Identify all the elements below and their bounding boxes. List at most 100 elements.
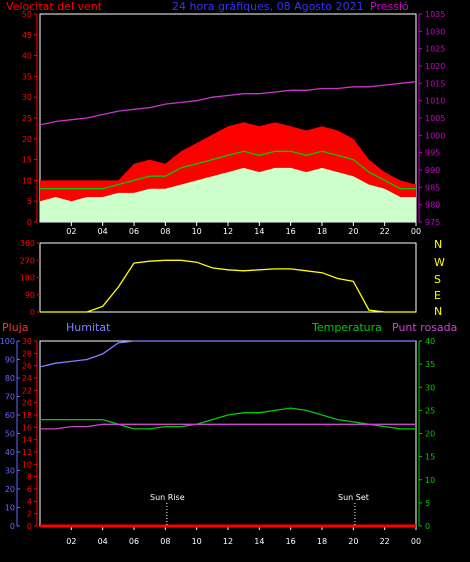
wind-avg-series [40, 150, 416, 190]
wind-direction-series [40, 259, 416, 313]
wind-speed-series [40, 167, 416, 222]
graph-title: 24 hora gràfiques, 08 Agosto 2021 [172, 0, 364, 13]
wind-y-tick-label: 15 [22, 156, 32, 165]
wind-x-tick-label: 14 [254, 227, 264, 236]
wind-x-tick-label: 22 [380, 227, 390, 236]
humidity-y-tick-label: 70 [5, 393, 15, 402]
temp-x-tick-label: 20 [348, 537, 358, 546]
rain-y-tick-label: 16 [22, 423, 32, 432]
humidity-y-tick-label: 40 [5, 448, 15, 457]
temp-y-tick-label: 25 [425, 406, 435, 415]
dewpoint-series [40, 423, 416, 430]
humidity-y-tick-label: 10 [5, 504, 15, 513]
rain-y-tick-label: 2 [27, 510, 32, 519]
compass-e: E [434, 289, 441, 302]
compass-w: W [434, 256, 445, 269]
humidity-y-tick-label: 80 [5, 374, 15, 383]
rain-y-tick-label: 6 [27, 485, 32, 494]
wind-y-tick-label: 20 [22, 135, 32, 144]
rain-y-tick-label: 18 [22, 411, 32, 420]
wind-y-tick-label: 5 [27, 197, 32, 206]
pressure-y-tick-label: 1030 [425, 27, 445, 36]
temperature-title: Temperatura [311, 321, 382, 334]
sunset-label: Sun Set [338, 493, 369, 502]
pressure-y-tick-label: 975 [425, 218, 440, 227]
rain-y-tick-label: 0 [27, 522, 32, 531]
pressure-y-tick-label: 995 [425, 149, 440, 158]
wind-speed-title: Velocitat del vent [6, 0, 103, 13]
temp-x-tick-label: 14 [254, 537, 264, 546]
humidity-y-tick-label: 90 [5, 356, 15, 365]
direction-panel-frame [39, 242, 417, 313]
rain-y-tick-label: 20 [22, 399, 32, 408]
pressure-title: Pressió [370, 0, 409, 13]
wind-x-tick-label: 20 [348, 227, 358, 236]
rain-y-tick-label: 22 [22, 386, 32, 395]
rain-y-tick-label: 24 [22, 374, 32, 383]
temp-x-tick-label: 02 [66, 537, 76, 546]
wind-x-tick-label: 04 [98, 227, 108, 236]
rain-y-tick-label: 10 [22, 460, 32, 469]
temperature-series [40, 407, 416, 430]
temp-x-tick-label: 10 [192, 537, 202, 546]
temp-y-tick-label: 40 [425, 337, 435, 346]
wind-y-tick-label: 0 [27, 218, 32, 227]
wind-y-tick-label: 10 [22, 176, 32, 185]
wind-x-tick-label: 12 [223, 227, 233, 236]
humidity-y-tick-label: 60 [5, 411, 15, 420]
rain-y-tick-label: 14 [22, 436, 32, 445]
temp-x-tick-label: 00 [411, 537, 421, 546]
humidity-y-tick-label: 100 [0, 337, 15, 346]
temp-x-tick-label: 16 [286, 537, 296, 546]
wind-y-tick-label: 35 [22, 72, 32, 81]
wind-x-tick-label: 18 [317, 227, 327, 236]
pressure-y-tick-label: 1020 [425, 62, 445, 71]
wind-x-tick-label: 06 [129, 227, 139, 236]
rain-y-tick-label: 28 [22, 349, 32, 358]
temp-y-tick-label: 10 [425, 476, 435, 485]
rain-title: Pluja [2, 321, 28, 334]
pressure-y-tick-label: 990 [425, 166, 440, 175]
wind-y-tick-label: 40 [22, 52, 32, 61]
direction-y-tick-label: 0 [30, 308, 35, 317]
wind-y-tick-label: 50 [22, 10, 32, 19]
wind-x-tick-label: 00 [411, 227, 421, 236]
pressure-y-tick-label: 1000 [425, 131, 445, 140]
compass-n-top: N [434, 238, 442, 251]
compass-s: S [434, 273, 441, 286]
rain-y-tick-label: 26 [22, 362, 32, 371]
wind-x-tick-label: 10 [192, 227, 202, 236]
temp-y-tick-label: 35 [425, 360, 435, 369]
direction-y-tick-label: 180 [20, 274, 35, 283]
humidity-series [39, 340, 416, 368]
pressure-y-tick-label: 1015 [425, 79, 445, 88]
temp-x-tick-label: 22 [380, 537, 390, 546]
direction-y-tick-label: 90 [25, 291, 35, 300]
rain-y-tick-label: 8 [27, 473, 32, 482]
temp-x-tick-label: 06 [129, 537, 139, 546]
humidity-y-tick-label: 50 [5, 430, 15, 439]
wind-x-tick-label: 16 [286, 227, 296, 236]
direction-y-tick-label: 360 [20, 239, 35, 248]
temp-x-tick-label: 04 [98, 537, 108, 546]
pressure-y-tick-label: 1005 [425, 114, 445, 123]
temp-y-tick-label: 15 [425, 453, 435, 462]
rain-y-tick-label: 30 [22, 337, 32, 346]
pressure-y-tick-label: 1025 [425, 45, 445, 54]
temp-panel-frame [39, 340, 417, 527]
wind-x-tick-label: 08 [160, 227, 170, 236]
rain-y-tick-label: 12 [22, 448, 32, 457]
pressure-y-tick-label: 980 [425, 201, 440, 210]
pressure-series [39, 80, 417, 126]
temp-y-tick-label: 5 [425, 499, 430, 508]
humidity-y-tick-label: 0 [10, 522, 15, 531]
temp-y-tick-label: 20 [425, 430, 435, 439]
wind-x-tick-label: 02 [66, 227, 76, 236]
pressure-y-tick-label: 1010 [425, 97, 445, 106]
temp-y-tick-label: 30 [425, 383, 435, 392]
temp-x-tick-label: 12 [223, 537, 233, 546]
pressure-y-tick-label: 985 [425, 183, 440, 192]
humidity-y-tick-label: 20 [5, 485, 15, 494]
dewpoint-title: Punt rosada [392, 321, 457, 334]
